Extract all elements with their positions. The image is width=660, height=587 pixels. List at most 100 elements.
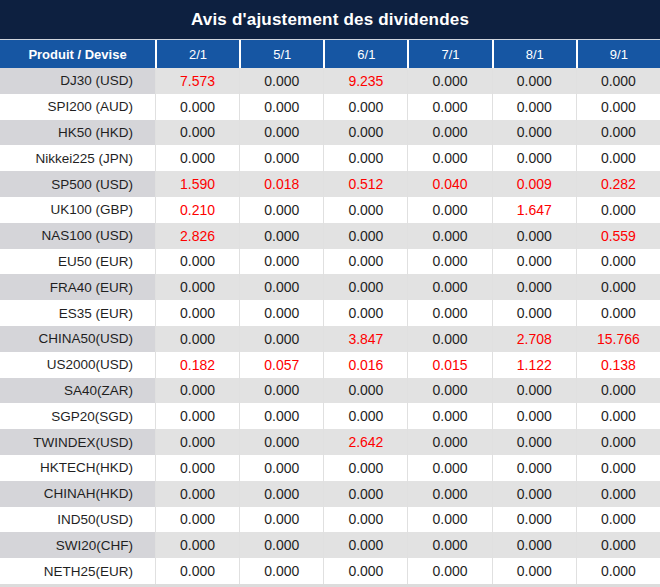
value-cell: 0.000 <box>576 507 660 533</box>
value-cell: 0.000 <box>576 532 660 558</box>
value-cell: 0.000 <box>155 326 239 352</box>
value-cell: 0.000 <box>407 326 491 352</box>
value-cell: 0.000 <box>239 300 323 326</box>
value-cell: 3.847 <box>323 326 407 352</box>
value-cell: 0.559 <box>576 223 660 249</box>
value-cell: 1.590 <box>155 171 239 197</box>
value-cell: 0.000 <box>576 120 660 146</box>
table-row: IND50(USD)0.0000.0000.0000.0000.0000.000 <box>0 507 660 533</box>
value-cell: 0.000 <box>576 455 660 481</box>
value-cell: 0.000 <box>576 145 660 171</box>
value-cell: 0.000 <box>492 300 576 326</box>
value-cell: 0.040 <box>407 171 491 197</box>
value-cell: 0.000 <box>323 378 407 404</box>
table-row: FRA40 (EUR)0.0000.0000.0000.0000.0000.00… <box>0 274 660 300</box>
value-cell: 0.015 <box>407 352 491 378</box>
dividend-adjustment-panel: Avis d'ajustement des dividendes Produit… <box>0 0 660 587</box>
value-cell: 0.000 <box>155 120 239 146</box>
value-cell: 0.000 <box>323 274 407 300</box>
value-cell: 0.018 <box>239 171 323 197</box>
value-cell: 0.000 <box>155 507 239 533</box>
table-row: SGP20(SGD)0.0000.0000.0000.0000.0000.000 <box>0 403 660 429</box>
product-cell: SPI200 (AUD) <box>0 94 155 120</box>
value-cell: 0.000 <box>323 300 407 326</box>
value-cell: 0.000 <box>407 120 491 146</box>
value-cell: 2.642 <box>323 429 407 455</box>
value-cell: 0.000 <box>239 558 323 584</box>
product-cell: SGP20(SGD) <box>0 403 155 429</box>
value-cell: 0.000 <box>239 507 323 533</box>
value-cell: 0.000 <box>407 94 491 120</box>
value-cell: 0.000 <box>239 249 323 275</box>
value-cell: 0.000 <box>155 378 239 404</box>
value-cell: 7.573 <box>155 68 239 94</box>
value-cell: 0.000 <box>239 68 323 94</box>
product-cell: NAS100 (USD) <box>0 223 155 249</box>
table-row: Nikkei225 (JPN)0.0000.0000.0000.0000.000… <box>0 145 660 171</box>
value-cell: 0.000 <box>407 532 491 558</box>
product-cell: FRA40 (EUR) <box>0 274 155 300</box>
value-cell: 0.000 <box>239 326 323 352</box>
product-cell: SWI20(CHF) <box>0 532 155 558</box>
value-cell: 0.000 <box>407 378 491 404</box>
table-row: DJ30 (USD)7.5730.0009.2350.0000.0000.000 <box>0 68 660 94</box>
value-cell: 0.000 <box>239 481 323 507</box>
column-header-date: 6/1 <box>323 40 407 68</box>
value-cell: 0.000 <box>155 429 239 455</box>
value-cell: 0.000 <box>576 403 660 429</box>
table-row: NETH25(EUR)0.0000.0000.0000.0000.0000.00… <box>0 558 660 584</box>
value-cell: 0.138 <box>576 352 660 378</box>
product-cell: ES35 (EUR) <box>0 300 155 326</box>
value-cell: 0.000 <box>576 429 660 455</box>
value-cell: 0.000 <box>492 429 576 455</box>
product-cell: SP500 (USD) <box>0 171 155 197</box>
value-cell: 0.000 <box>155 403 239 429</box>
column-header-product-devise: Produit / Devise <box>0 40 155 68</box>
value-cell: 0.000 <box>407 145 491 171</box>
table-row: TWINDEX(USD)0.0000.0002.6420.0000.0000.0… <box>0 429 660 455</box>
value-cell: 0.000 <box>407 274 491 300</box>
value-cell: 0.000 <box>239 223 323 249</box>
value-cell: 0.000 <box>155 300 239 326</box>
value-cell: 0.000 <box>323 403 407 429</box>
value-cell: 0.000 <box>323 120 407 146</box>
value-cell: 0.000 <box>323 558 407 584</box>
value-cell: 0.000 <box>576 249 660 275</box>
value-cell: 0.000 <box>576 94 660 120</box>
value-cell: 0.000 <box>492 481 576 507</box>
product-cell: HK50 (HKD) <box>0 120 155 146</box>
table-row: SPI200 (AUD)0.0000.0000.0000.0000.0000.0… <box>0 94 660 120</box>
value-cell: 0.000 <box>576 300 660 326</box>
value-cell: 0.000 <box>155 455 239 481</box>
value-cell: 0.000 <box>155 532 239 558</box>
value-cell: 0.000 <box>239 94 323 120</box>
value-cell: 0.000 <box>407 197 491 223</box>
column-header-date: 9/1 <box>576 40 660 68</box>
table-row: SWI20(CHF)0.0000.0000.0000.0000.0000.000 <box>0 532 660 558</box>
value-cell: 0.000 <box>407 68 491 94</box>
value-cell: 0.016 <box>323 352 407 378</box>
product-cell: UK100 (GBP) <box>0 197 155 223</box>
value-cell: 0.000 <box>407 507 491 533</box>
table-row: SA40(ZAR)0.0000.0000.0000.0000.0000.000 <box>0 378 660 404</box>
value-cell: 0.000 <box>155 145 239 171</box>
value-cell: 0.000 <box>407 558 491 584</box>
table-header-row: Produit / Devise 2/15/16/17/18/19/1 <box>0 39 660 68</box>
value-cell: 0.000 <box>323 532 407 558</box>
value-cell: 0.000 <box>323 197 407 223</box>
value-cell: 0.000 <box>576 197 660 223</box>
table-body: DJ30 (USD)7.5730.0009.2350.0000.0000.000… <box>0 68 660 584</box>
column-header-date: 2/1 <box>155 40 239 68</box>
table-row: ES35 (EUR)0.0000.0000.0000.0000.0000.000 <box>0 300 660 326</box>
value-cell: 15.766 <box>576 326 660 352</box>
value-cell: 0.000 <box>576 68 660 94</box>
product-cell: IND50(USD) <box>0 507 155 533</box>
value-cell: 9.235 <box>323 68 407 94</box>
value-cell: 0.000 <box>323 94 407 120</box>
value-cell: 0.000 <box>407 455 491 481</box>
value-cell: 0.000 <box>323 145 407 171</box>
table-row: UK100 (GBP)0.2100.0000.0000.0001.6470.00… <box>0 197 660 223</box>
page-title: Avis d'ajustement des dividendes <box>0 0 660 39</box>
table-row: CHINAH(HKD)0.0000.0000.0000.0000.0000.00… <box>0 481 660 507</box>
value-cell: 0.000 <box>492 249 576 275</box>
